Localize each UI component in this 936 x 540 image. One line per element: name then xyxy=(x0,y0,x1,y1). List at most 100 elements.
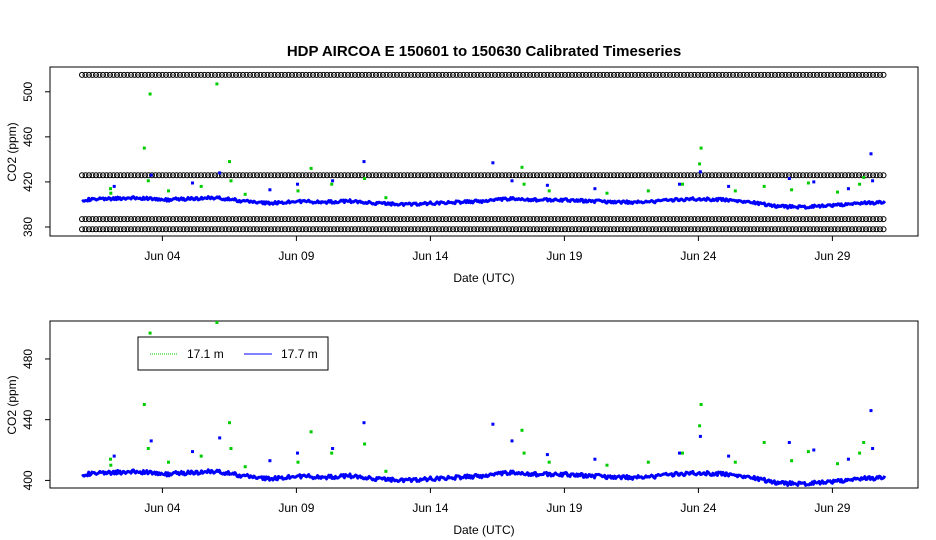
top-point-series-0 xyxy=(296,189,300,193)
bottom-point-17-7-m xyxy=(812,448,816,452)
bottom-x-tick-label: Jun 24 xyxy=(680,501,716,515)
bottom-point-17-1-m xyxy=(309,430,313,434)
top-point-series-0 xyxy=(309,166,313,170)
top-point-series-1 xyxy=(727,184,731,188)
top-point-series-0 xyxy=(790,188,794,192)
top-point-series-1 xyxy=(112,184,116,188)
top-point-series-1 xyxy=(296,182,299,186)
top-point-series-1 xyxy=(491,161,495,165)
top-point-series-1 xyxy=(698,170,702,174)
top-x-tick-label: Jun 29 xyxy=(814,249,850,263)
top-reference-band xyxy=(79,226,887,233)
bottom-point-17-1-m xyxy=(646,460,650,464)
bottom-point-17-1-m xyxy=(605,463,609,467)
top-point-series-0 xyxy=(330,182,334,186)
bottom-point-17-7-m xyxy=(331,447,335,450)
bottom-y-axis-label: CO2 (ppm) xyxy=(5,375,19,434)
top-point-series-0 xyxy=(762,184,766,188)
bottom-point-17-7-m xyxy=(149,439,153,443)
bottom-plot-frame xyxy=(49,320,919,489)
bottom-point-17-1-m xyxy=(762,441,766,444)
top-point-series-0 xyxy=(228,160,231,164)
bottom-point-17-1-m xyxy=(215,321,219,324)
top-point-series-1 xyxy=(331,179,335,183)
bottom-point-17-1-m xyxy=(790,459,794,463)
top-point-series-0 xyxy=(698,162,702,166)
top-point-series-1 xyxy=(191,181,194,185)
bottom-point-17-7-m xyxy=(678,451,681,455)
bottom-point-17-1-m xyxy=(836,462,839,466)
top-point-series-0 xyxy=(605,191,609,195)
top-point-series-0 xyxy=(547,189,551,193)
top-point-series-1 xyxy=(545,183,549,187)
top-y-tick-label: 500 xyxy=(21,81,35,101)
top-point-series-0 xyxy=(862,175,866,179)
bottom-x-tick-label: Jun 04 xyxy=(144,501,180,515)
top-point-series-0 xyxy=(142,146,146,150)
top-point-series-0 xyxy=(243,192,247,196)
bottom-point-17-1-m xyxy=(681,451,684,455)
top-point-series-0 xyxy=(646,189,650,193)
top-reference-band xyxy=(79,172,887,179)
bottom-point-17-1-m xyxy=(109,457,112,461)
top-point-series-1 xyxy=(871,179,875,183)
top-y-axis-label: CO2 (ppm) xyxy=(5,122,19,181)
bottom-point-17-1-m xyxy=(384,469,388,473)
top-x-axis-label: Date (UTC) xyxy=(453,271,514,285)
top-point-series-0 xyxy=(699,146,703,150)
bottom-point-17-1-m xyxy=(699,403,703,406)
bottom-point-17-7-m xyxy=(593,457,597,461)
top-x-tick-label: Jun 14 xyxy=(412,249,448,263)
top-plot-frame xyxy=(49,66,919,237)
top-point-series-1 xyxy=(869,152,873,156)
top-x-tick-label: Jun 09 xyxy=(278,249,314,263)
bottom-y-tick-label: 440 xyxy=(21,409,35,429)
top-point-series-1 xyxy=(268,188,272,192)
chart-title: HDP AIRCOA E 150601 to 150630 Calibrated… xyxy=(287,43,681,60)
top-point-series-1 xyxy=(362,160,366,164)
top-y-tick-label: 460 xyxy=(21,127,35,147)
bottom-point-17-1-m xyxy=(733,460,737,464)
bottom-point-17-1-m xyxy=(228,421,231,425)
top-reference-band xyxy=(79,216,887,223)
bottom-point-17-1-m xyxy=(330,451,334,455)
top-point-series-1 xyxy=(812,180,816,184)
top-axis-ticks: Jun 04 Jun 09 Jun 14 Jun 19 Jun 24 Jun 29 380 4… xyxy=(21,81,851,263)
top-point-series-1 xyxy=(218,171,222,175)
bottom-point-17-1-m xyxy=(862,441,866,444)
top-y-tick-label: 420 xyxy=(21,172,35,192)
bottom-point-17-7-m xyxy=(545,453,549,457)
bottom-x-tick-label: Jun 29 xyxy=(814,501,850,515)
top-point-series-0 xyxy=(109,187,112,191)
top-point-series-1 xyxy=(678,182,681,186)
legend: 17.1 m 17.7 m xyxy=(137,336,329,371)
top-point-series-1 xyxy=(593,187,597,191)
bottom-baseline-17-7-m xyxy=(81,468,887,487)
top-point-series-0 xyxy=(522,182,526,186)
bottom-point-17-7-m xyxy=(362,421,366,425)
legend-label-17-7m: 17.7 m xyxy=(281,347,318,361)
bottom-point-17-7-m xyxy=(727,454,731,458)
bottom-point-17-1-m xyxy=(547,460,551,464)
bottom-y-tick-label: 400 xyxy=(21,470,35,490)
top-point-series-0 xyxy=(167,189,170,193)
bottom-point-17-7-m xyxy=(296,451,299,455)
bottom-point-17-7-m xyxy=(846,457,850,461)
top-data-marks xyxy=(79,71,887,233)
top-point-series-0 xyxy=(806,181,810,185)
bottom-y-tick-label: 480 xyxy=(21,349,35,369)
top-point-series-1 xyxy=(787,177,791,180)
top-point-series-1 xyxy=(846,187,850,191)
bottom-point-17-1-m xyxy=(142,403,146,406)
top-point-series-0 xyxy=(681,182,684,186)
bottom-point-17-7-m xyxy=(112,454,116,458)
bottom-point-17-1-m xyxy=(698,424,702,428)
bottom-point-17-1-m xyxy=(296,460,300,464)
top-x-tick-label: Jun 04 xyxy=(144,249,180,263)
bottom-panel: Date (UTC) CO2 (ppm) Jun 04 Jun 09 Jun 14 J… xyxy=(5,320,919,537)
bottom-x-tick-label: Jun 19 xyxy=(546,501,582,515)
bottom-point-17-7-m xyxy=(787,441,791,444)
top-point-series-0 xyxy=(733,189,737,193)
bottom-point-17-1-m xyxy=(806,450,810,454)
top-point-series-0 xyxy=(109,191,113,195)
